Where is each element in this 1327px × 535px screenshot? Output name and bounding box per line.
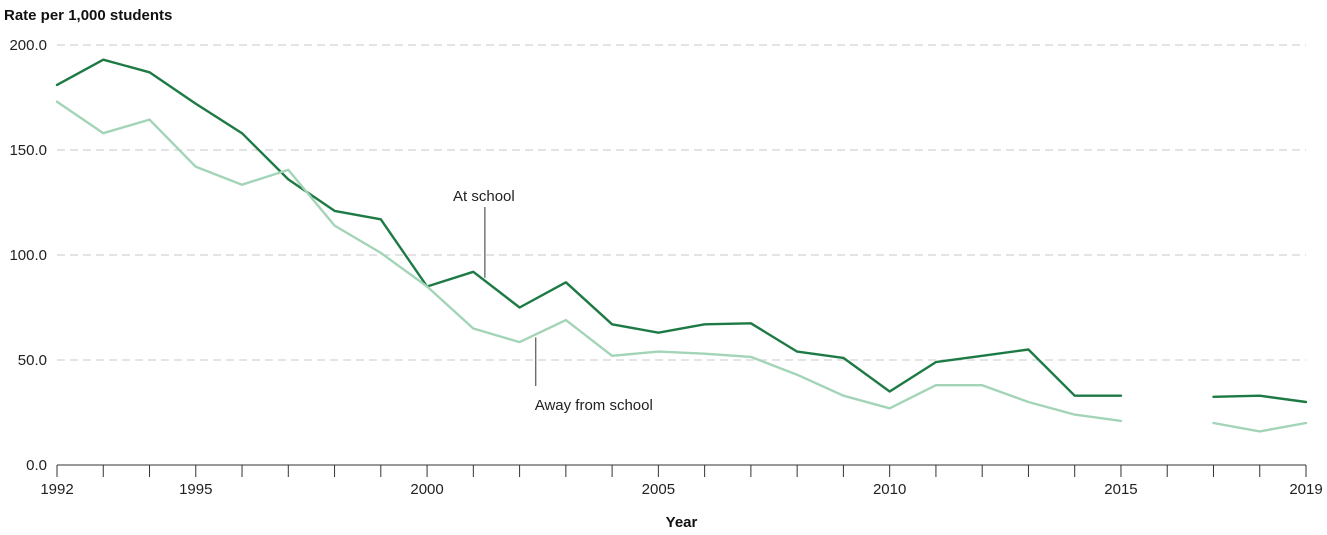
x-tick-label: 1995 xyxy=(179,481,212,498)
x-tick-label: 2005 xyxy=(642,481,675,498)
annotation-label: Away from school xyxy=(535,397,653,414)
y-tick-label: 150.0 xyxy=(9,142,47,159)
x-axis-title: Year xyxy=(666,514,698,531)
x-tick-label: 2010 xyxy=(873,481,906,498)
x-tick-label: 2015 xyxy=(1104,481,1137,498)
series-lines xyxy=(55,58,1308,433)
y-tick-label: 100.0 xyxy=(9,247,47,264)
x-tick-label: 1992 xyxy=(40,481,73,498)
x-ticks: 1992 1995 2000 2005 2010 2015 2019 xyxy=(40,465,1323,498)
series-line-away-from-school xyxy=(55,100,1308,433)
y-tick-labels: 0.0 50.0 100.0 150.0 200.0 xyxy=(9,37,47,474)
x-tick-label: 2000 xyxy=(410,481,443,498)
y-tick-label: 0.0 xyxy=(26,457,47,474)
y-tick-label: 50.0 xyxy=(18,352,47,369)
series-line-at-school xyxy=(55,58,1308,404)
y-tick-label: 200.0 xyxy=(9,37,47,54)
x-tick-label: 2019 xyxy=(1289,481,1322,498)
y-axis-title: Rate per 1,000 students xyxy=(4,7,172,24)
annotation-label: At school xyxy=(453,188,515,205)
gridlines xyxy=(57,44,1306,361)
annotations: At school Away from school xyxy=(453,188,653,414)
